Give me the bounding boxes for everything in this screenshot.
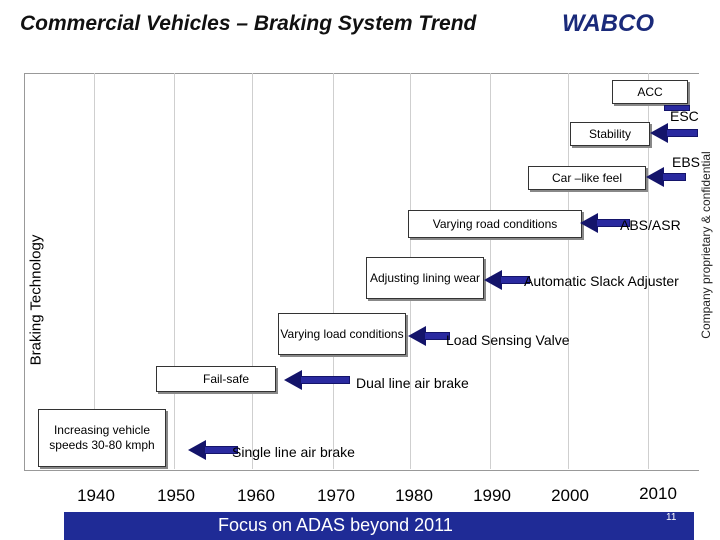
gridline (648, 73, 649, 469)
chart-frame (24, 73, 699, 471)
x-tick-label: 1980 (395, 486, 433, 505)
tech-abs-asr: ABS/ASR (620, 217, 681, 233)
driver-box-car-like-feel: Car –like feel (528, 166, 646, 190)
footer-banner (64, 512, 694, 540)
footer-banner-text: Focus on ADAS beyond 2011 (218, 515, 453, 535)
x-tick-label: 2010 (639, 484, 677, 503)
driver-box-fail-safe: Fail-safe (156, 366, 276, 392)
driver-box-load-conditions: Varying load conditions (278, 313, 406, 355)
page-title: Commercial Vehicles – Braking System Tre… (20, 12, 477, 35)
tech-ebs: EBS (672, 154, 701, 170)
gridline (568, 73, 569, 469)
x-tick-label: 1990 (473, 486, 511, 505)
tech-esc: ESC (670, 108, 699, 124)
page-number: 11 (666, 512, 677, 523)
tech-load-sensing-valve: Load Sensing Valve (446, 332, 570, 348)
tech-dual-line-air-brake: Dual line air brake (356, 375, 469, 391)
x-tick-label: 1970 (317, 486, 355, 505)
x-tick-label: 1950 (157, 486, 195, 505)
tech-single-line-air-brake: Single line air brake (232, 444, 355, 460)
driver-box-vehicle-speeds: Increasing vehicle speeds 30-80 kmph (38, 409, 166, 467)
driver-box-stability: Stability (570, 122, 650, 146)
tech-automatic-slack-adjuster: Automatic Slack Adjuster (524, 273, 679, 289)
confidentiality-note: Company proprietary & confidential (699, 151, 713, 339)
gridline (94, 73, 95, 469)
x-tick-label: 1960 (237, 486, 275, 505)
gridline (174, 73, 175, 469)
driver-box-lining-wear: Adjusting lining wear (366, 257, 484, 299)
y-axis-label: Braking Technology (27, 234, 45, 366)
x-tick-label: 2000 (551, 486, 589, 505)
x-tick-label: 1940 (77, 486, 115, 505)
wabco-logo: WABCO (562, 10, 654, 37)
driver-box-road-conditions: Varying road conditions (408, 210, 582, 238)
gridline (252, 73, 253, 469)
driver-box-acc: ACC (612, 80, 688, 104)
gridline (333, 73, 334, 469)
